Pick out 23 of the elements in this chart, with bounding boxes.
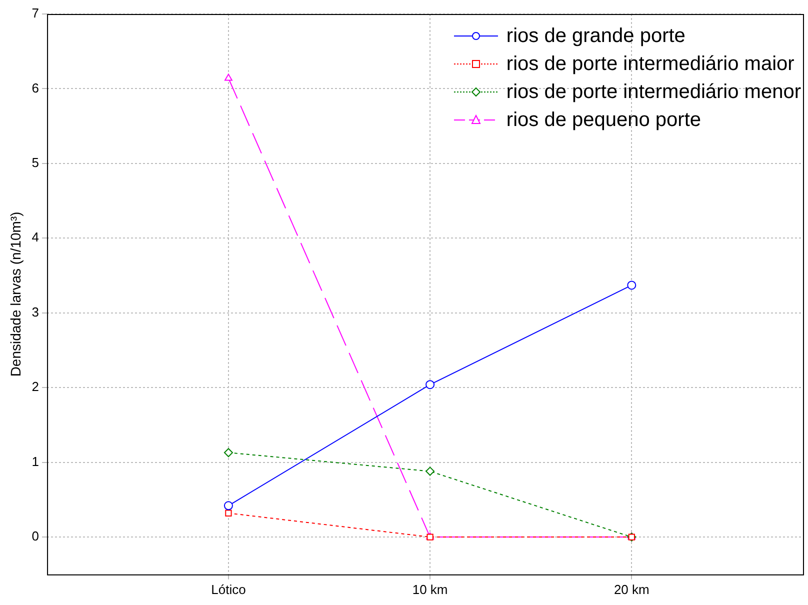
y-tick-label: 2 [32,379,40,394]
y-tick-label: 6 [32,80,40,96]
legend-label: rios de pequeno porte [506,108,701,132]
y-axis-title: Densidade larvas (n/10m³) [7,212,24,377]
y-tick-label: 4 [32,230,40,245]
legend-label: rios de grande porte [506,24,686,48]
x-tick-label: 10 km [412,582,448,597]
legend-label: rios de porte intermediário maior [506,52,794,76]
point [224,448,233,458]
point [224,74,232,81]
point [224,501,233,510]
y-tick-label: 0 [32,528,40,544]
y-tick-label: 3 [32,304,40,320]
point [426,380,435,390]
point [627,280,636,290]
y-tick-label: 5 [32,155,40,170]
legend-label: rios de porte intermediário menor [506,80,801,104]
point [225,510,232,516]
x-tick-label: Lótico [211,582,246,597]
x-tick-label: 20 km [614,582,650,597]
y-tick-label: 1 [32,454,40,469]
y-tick-label: 7 [32,6,40,21]
point [426,466,435,476]
